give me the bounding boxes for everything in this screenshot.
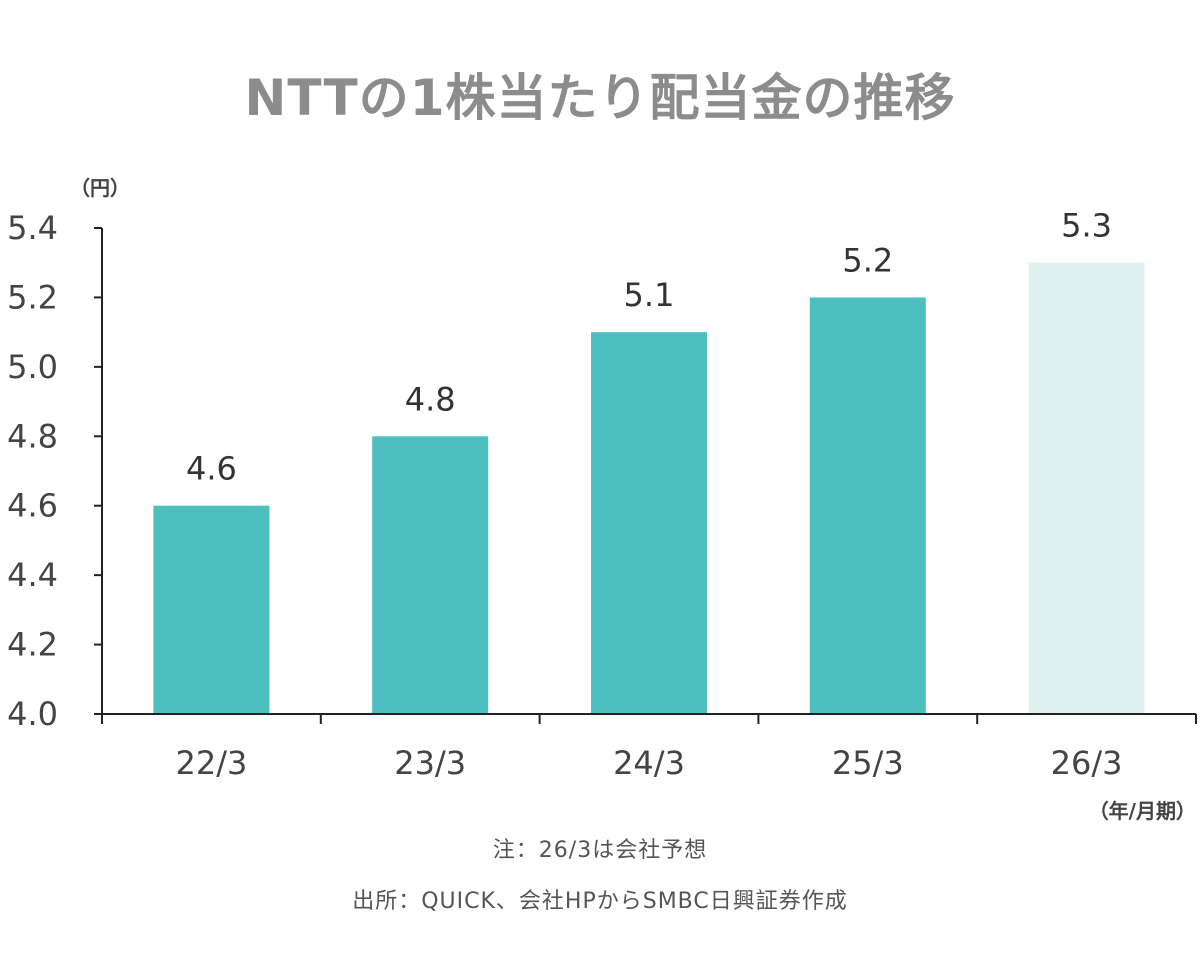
bar-25-3 (809, 297, 926, 714)
x-tick-labels-group: 22/3 23/3 24/3 25/3 26/3 (175, 744, 1122, 782)
x-tick-label: 23/3 (394, 744, 466, 782)
source-note: 出所：QUICK、会社HPからSMBC日興証券作成 (352, 889, 848, 914)
value-label: 4.6 (186, 450, 237, 488)
x-tick-label: 24/3 (613, 744, 685, 782)
y-tick-label: 4.2 (7, 626, 58, 664)
bar-23-3 (372, 436, 489, 714)
y-tick-label: 4.0 (7, 695, 58, 733)
value-label: 4.8 (405, 380, 456, 418)
bar-22-3 (153, 505, 270, 714)
y-tick-label: 4.6 (7, 487, 58, 525)
y-tick-label: 4.8 (7, 417, 58, 455)
bar-24-3 (591, 332, 707, 714)
chart-title: NTTの1株当たり配当金の推移 (244, 69, 956, 127)
x-tick-label: 26/3 (1051, 744, 1123, 782)
x-axis-unit: （年/月期） (1088, 799, 1196, 823)
y-tick-labels-group: 4.0 4.2 4.4 4.6 4.8 5.0 5.2 5.4 (7, 209, 58, 733)
bars-group (153, 262, 1145, 714)
y-tick-label: 4.4 (7, 556, 58, 594)
axes-group (94, 227, 1197, 724)
value-label: 5.3 (1061, 207, 1112, 245)
y-tick-label: 5.2 (7, 278, 58, 316)
y-tick-label: 5.4 (7, 209, 58, 247)
value-label: 5.2 (842, 241, 893, 279)
bar-26-3 (1028, 262, 1145, 714)
value-label: 5.1 (624, 276, 675, 314)
y-tick-label: 5.0 (7, 348, 58, 386)
x-tick-label: 22/3 (175, 744, 247, 782)
y-axis-unit: （円） (70, 176, 130, 200)
value-labels-group: 4.6 4.8 5.1 5.2 5.3 (186, 207, 1112, 488)
x-tick-label: 25/3 (832, 744, 904, 782)
forecast-note: 注：26/3は会社予想 (492, 838, 708, 863)
